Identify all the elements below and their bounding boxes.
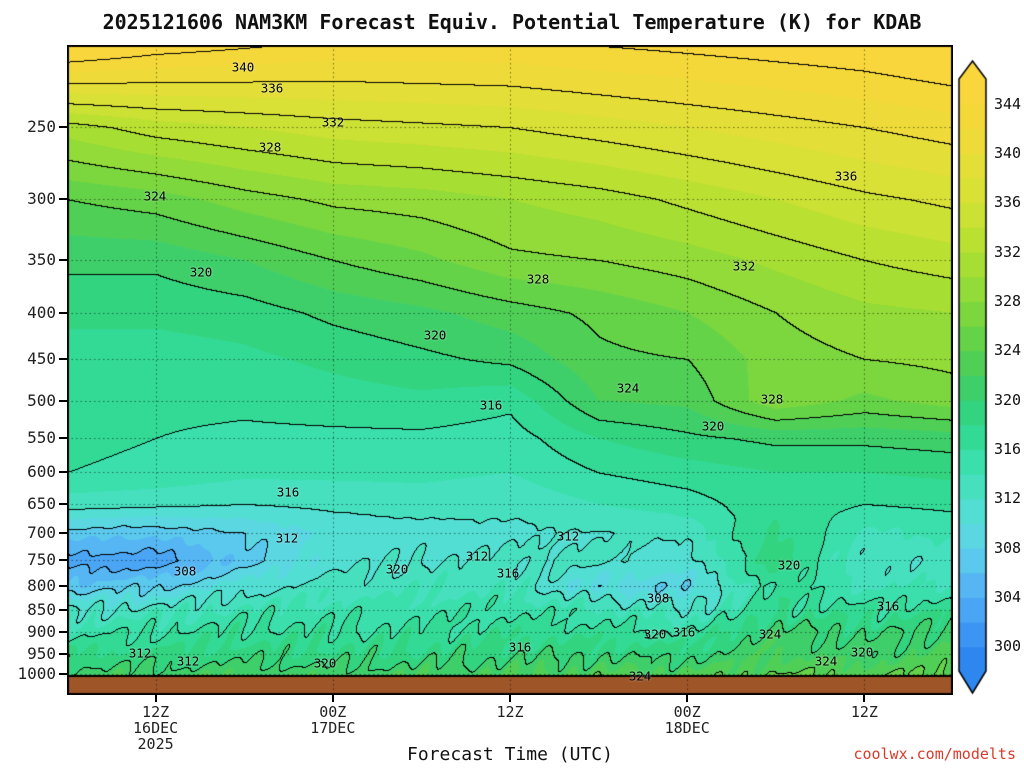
y-tick-label: 600	[27, 462, 56, 482]
y-tick-mark	[59, 559, 67, 562]
x-tick-mark	[686, 695, 689, 702]
colorbar-tick-label: 320	[994, 390, 1022, 409]
y-tick-mark	[59, 652, 67, 655]
y-tick-label: 900	[27, 622, 56, 642]
y-tick-mark	[59, 584, 67, 587]
y-tick-mark	[59, 357, 67, 360]
y-tick-mark	[59, 258, 67, 261]
y-tick-label: 300	[27, 189, 56, 209]
y-tick-mark	[59, 532, 67, 535]
y-tick-label: 450	[27, 348, 56, 368]
y-tick-label: 1000	[17, 663, 56, 683]
y-tick-mark	[59, 502, 67, 505]
y-tick-label: 500	[27, 390, 56, 410]
colorbar-tick-label: 344	[994, 94, 1022, 113]
y-tick-label: 350	[27, 249, 56, 269]
colorbar-tick-label: 340	[994, 144, 1022, 162]
x-tick-label: 12Z 16DEC 2025	[133, 703, 179, 753]
colorbar-tick-label: 324	[994, 341, 1022, 360]
contour-plot-canvas	[67, 45, 953, 695]
x-tick-label: 00Z 17DEC	[310, 703, 356, 737]
plot-area: 340 336 332 328 324 320 336 332 328 320 324 328 316 3…	[67, 45, 953, 695]
colorbar-labels: 344 340 336 332 328 324 320 316 312 308 304 300	[956, 55, 1024, 705]
y-tick-mark	[59, 437, 67, 440]
colorbar: 344 340 336 332 328 324 320 316 312 308 304 300	[956, 55, 1024, 705]
x-tick-label: 12Z	[496, 703, 524, 721]
x-tick-mark	[154, 695, 157, 702]
colorbar-tick-label: 312	[994, 489, 1022, 508]
y-tick-mark	[59, 198, 67, 201]
y-tick-label: 850	[27, 599, 56, 619]
y-tick-label: 250	[27, 117, 56, 137]
colorbar-tick-label: 304	[994, 588, 1022, 606]
x-tick-mark	[509, 695, 511, 702]
y-tick-label: 950	[27, 643, 56, 663]
colorbar-tick-label: 316	[994, 440, 1022, 458]
y-tick-mark	[59, 126, 67, 129]
colorbar-tick-label: 300	[994, 637, 1022, 656]
colorbar-tick-label: 308	[994, 538, 1022, 557]
x-tick-label: 12Z	[850, 703, 878, 721]
y-tick-mark	[59, 471, 67, 474]
y-tick-mark	[59, 608, 67, 611]
y-tick-label: 650	[27, 493, 56, 513]
y-tick-label: 550	[27, 428, 56, 448]
x-tick-mark	[863, 695, 866, 702]
x-tick-label: 00Z 18DEC	[664, 703, 710, 737]
y-tick-label: 800	[27, 575, 56, 595]
colorbar-tick-label: 336	[994, 193, 1022, 212]
colorbar-canvas	[956, 55, 990, 705]
watermark: coolwx.com/modelts	[853, 745, 1016, 763]
y-tick-mark	[59, 311, 67, 314]
chart-title: 2025121606 NAM3KM Forecast Equiv. Potent…	[102, 10, 922, 34]
y-tick-label: 700	[27, 523, 56, 543]
y-tick-mark	[59, 631, 67, 634]
y-tick-mark	[59, 672, 67, 675]
y-tick-mark	[59, 399, 67, 402]
y-tick-label: 750	[27, 550, 56, 570]
colorbar-tick-label: 332	[994, 242, 1022, 261]
x-axis-title: Forecast Time (UTC)	[407, 744, 613, 765]
x-tick-mark	[331, 695, 334, 702]
colorbar-tick-label: 328	[994, 292, 1022, 310]
y-tick-label: 400	[27, 302, 56, 322]
